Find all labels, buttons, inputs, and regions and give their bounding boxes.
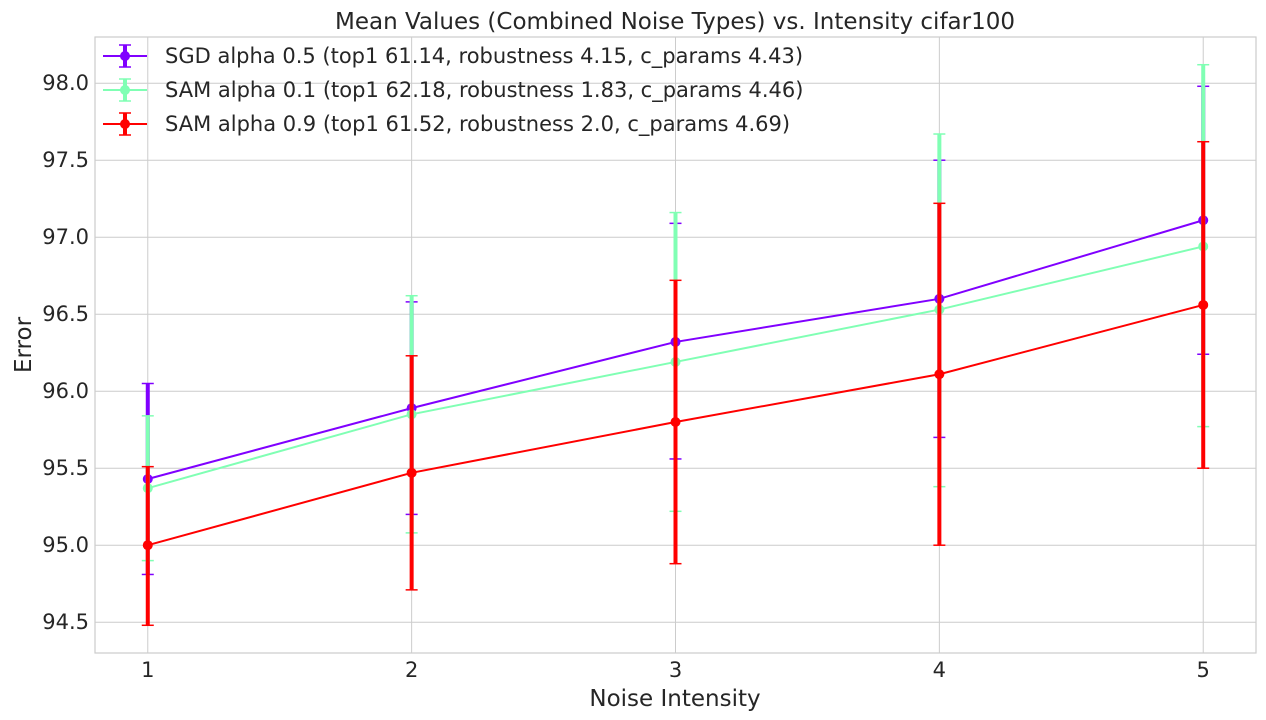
- data-point: [934, 369, 945, 380]
- y-tick-label: 97.5: [42, 148, 89, 172]
- legend: SGD alpha 0.5 (top1 61.14, robustness 4.…: [103, 44, 803, 137]
- chart-title: Mean Values (Combined Noise Types) vs. I…: [335, 9, 1015, 35]
- data-point: [142, 540, 153, 551]
- data-point: [406, 467, 417, 478]
- legend-label: SAM alpha 0.1 (top1 62.18, robustness 1.…: [165, 78, 803, 103]
- y-axis-label: Error: [11, 316, 37, 373]
- y-tick-label: 94.5: [42, 610, 89, 634]
- plot-frame: [94, 36, 1257, 654]
- legend-marker: [120, 85, 130, 95]
- legend-marker: [120, 119, 130, 129]
- legend-item-3: SAM alpha 0.9 (top1 61.52, robustness 2.…: [103, 112, 790, 137]
- legend-label: SAM alpha 0.9 (top1 61.52, robustness 2.…: [165, 112, 790, 137]
- data-point: [670, 417, 681, 427]
- data-point: [1198, 299, 1209, 310]
- series-layer: [141, 63, 1210, 627]
- legend-item-1: SGD alpha 0.5 (top1 61.14, robustness 4.…: [103, 44, 803, 69]
- x-tick-label: 3: [669, 658, 682, 682]
- x-axis-label: Noise Intensity: [589, 686, 760, 712]
- y-tick-label: 96.5: [42, 302, 89, 326]
- y-tick-label: 95.5: [42, 456, 89, 480]
- legend-label: SGD alpha 0.5 (top1 61.14, robustness 4.…: [165, 44, 803, 69]
- x-tick-label: 2: [405, 658, 418, 682]
- series-3: [141, 140, 1210, 627]
- x-tick-label: 5: [1197, 658, 1210, 682]
- legend-item-2: SAM alpha 0.1 (top1 62.18, robustness 1.…: [103, 78, 803, 103]
- y-tick-label: 97.0: [42, 225, 89, 249]
- x-tick-label: 1: [141, 658, 154, 682]
- y-tick-label: 98.0: [42, 71, 89, 95]
- y-tick-label: 95.0: [42, 533, 89, 557]
- tick-labels: 1 2 3 4 5 94.5 95.0 95.5 96.0 96.5 97.0 97.5 98.0: [42, 71, 1210, 682]
- legend-marker: [120, 51, 130, 61]
- y-tick-label: 96.0: [42, 379, 89, 403]
- x-tick-label: 4: [933, 658, 946, 682]
